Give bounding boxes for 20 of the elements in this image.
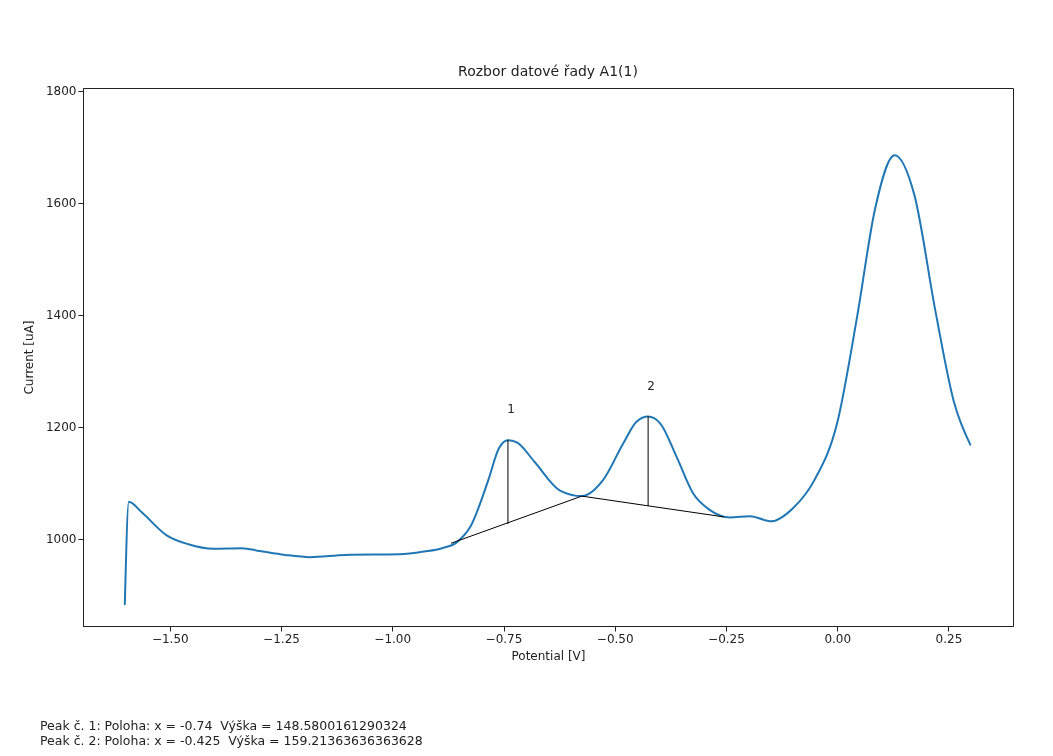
y-tick-label: 1600: [45, 196, 77, 211]
y-tick-label: 1400: [45, 308, 77, 323]
y-tick-label: 1000: [45, 532, 77, 547]
y-axis-title: Current [uA]: [21, 320, 36, 395]
x-tick-label: 0.00: [824, 631, 852, 646]
text: Peak č. 2: Poloha: x = -0.425 Výška = 159.21363636363628: [40, 733, 423, 748]
x-tick-label: −1.00: [374, 631, 412, 646]
annotation: 1: [507, 402, 515, 417]
x-tick-label: 0.25: [935, 631, 963, 646]
x-tick-label: −0.75: [485, 631, 523, 646]
text: Peak č. 1: Poloha: x = -0.74 Výška = 148.5800161290324: [40, 718, 407, 733]
x-tick-label: −0.50: [596, 631, 634, 646]
annotation: 2: [647, 378, 655, 393]
x-tick-label: −1.50: [151, 631, 189, 646]
y-tick-label: 1800: [45, 84, 77, 99]
x-tick-label: −0.25: [708, 631, 745, 646]
chart-title: Rozbor datové řady A1(1): [458, 62, 638, 79]
x-tick-label: −1.25: [263, 631, 300, 646]
x-axis-title: Potential [V]: [511, 648, 586, 663]
y-tick-label: 1200: [45, 420, 77, 435]
